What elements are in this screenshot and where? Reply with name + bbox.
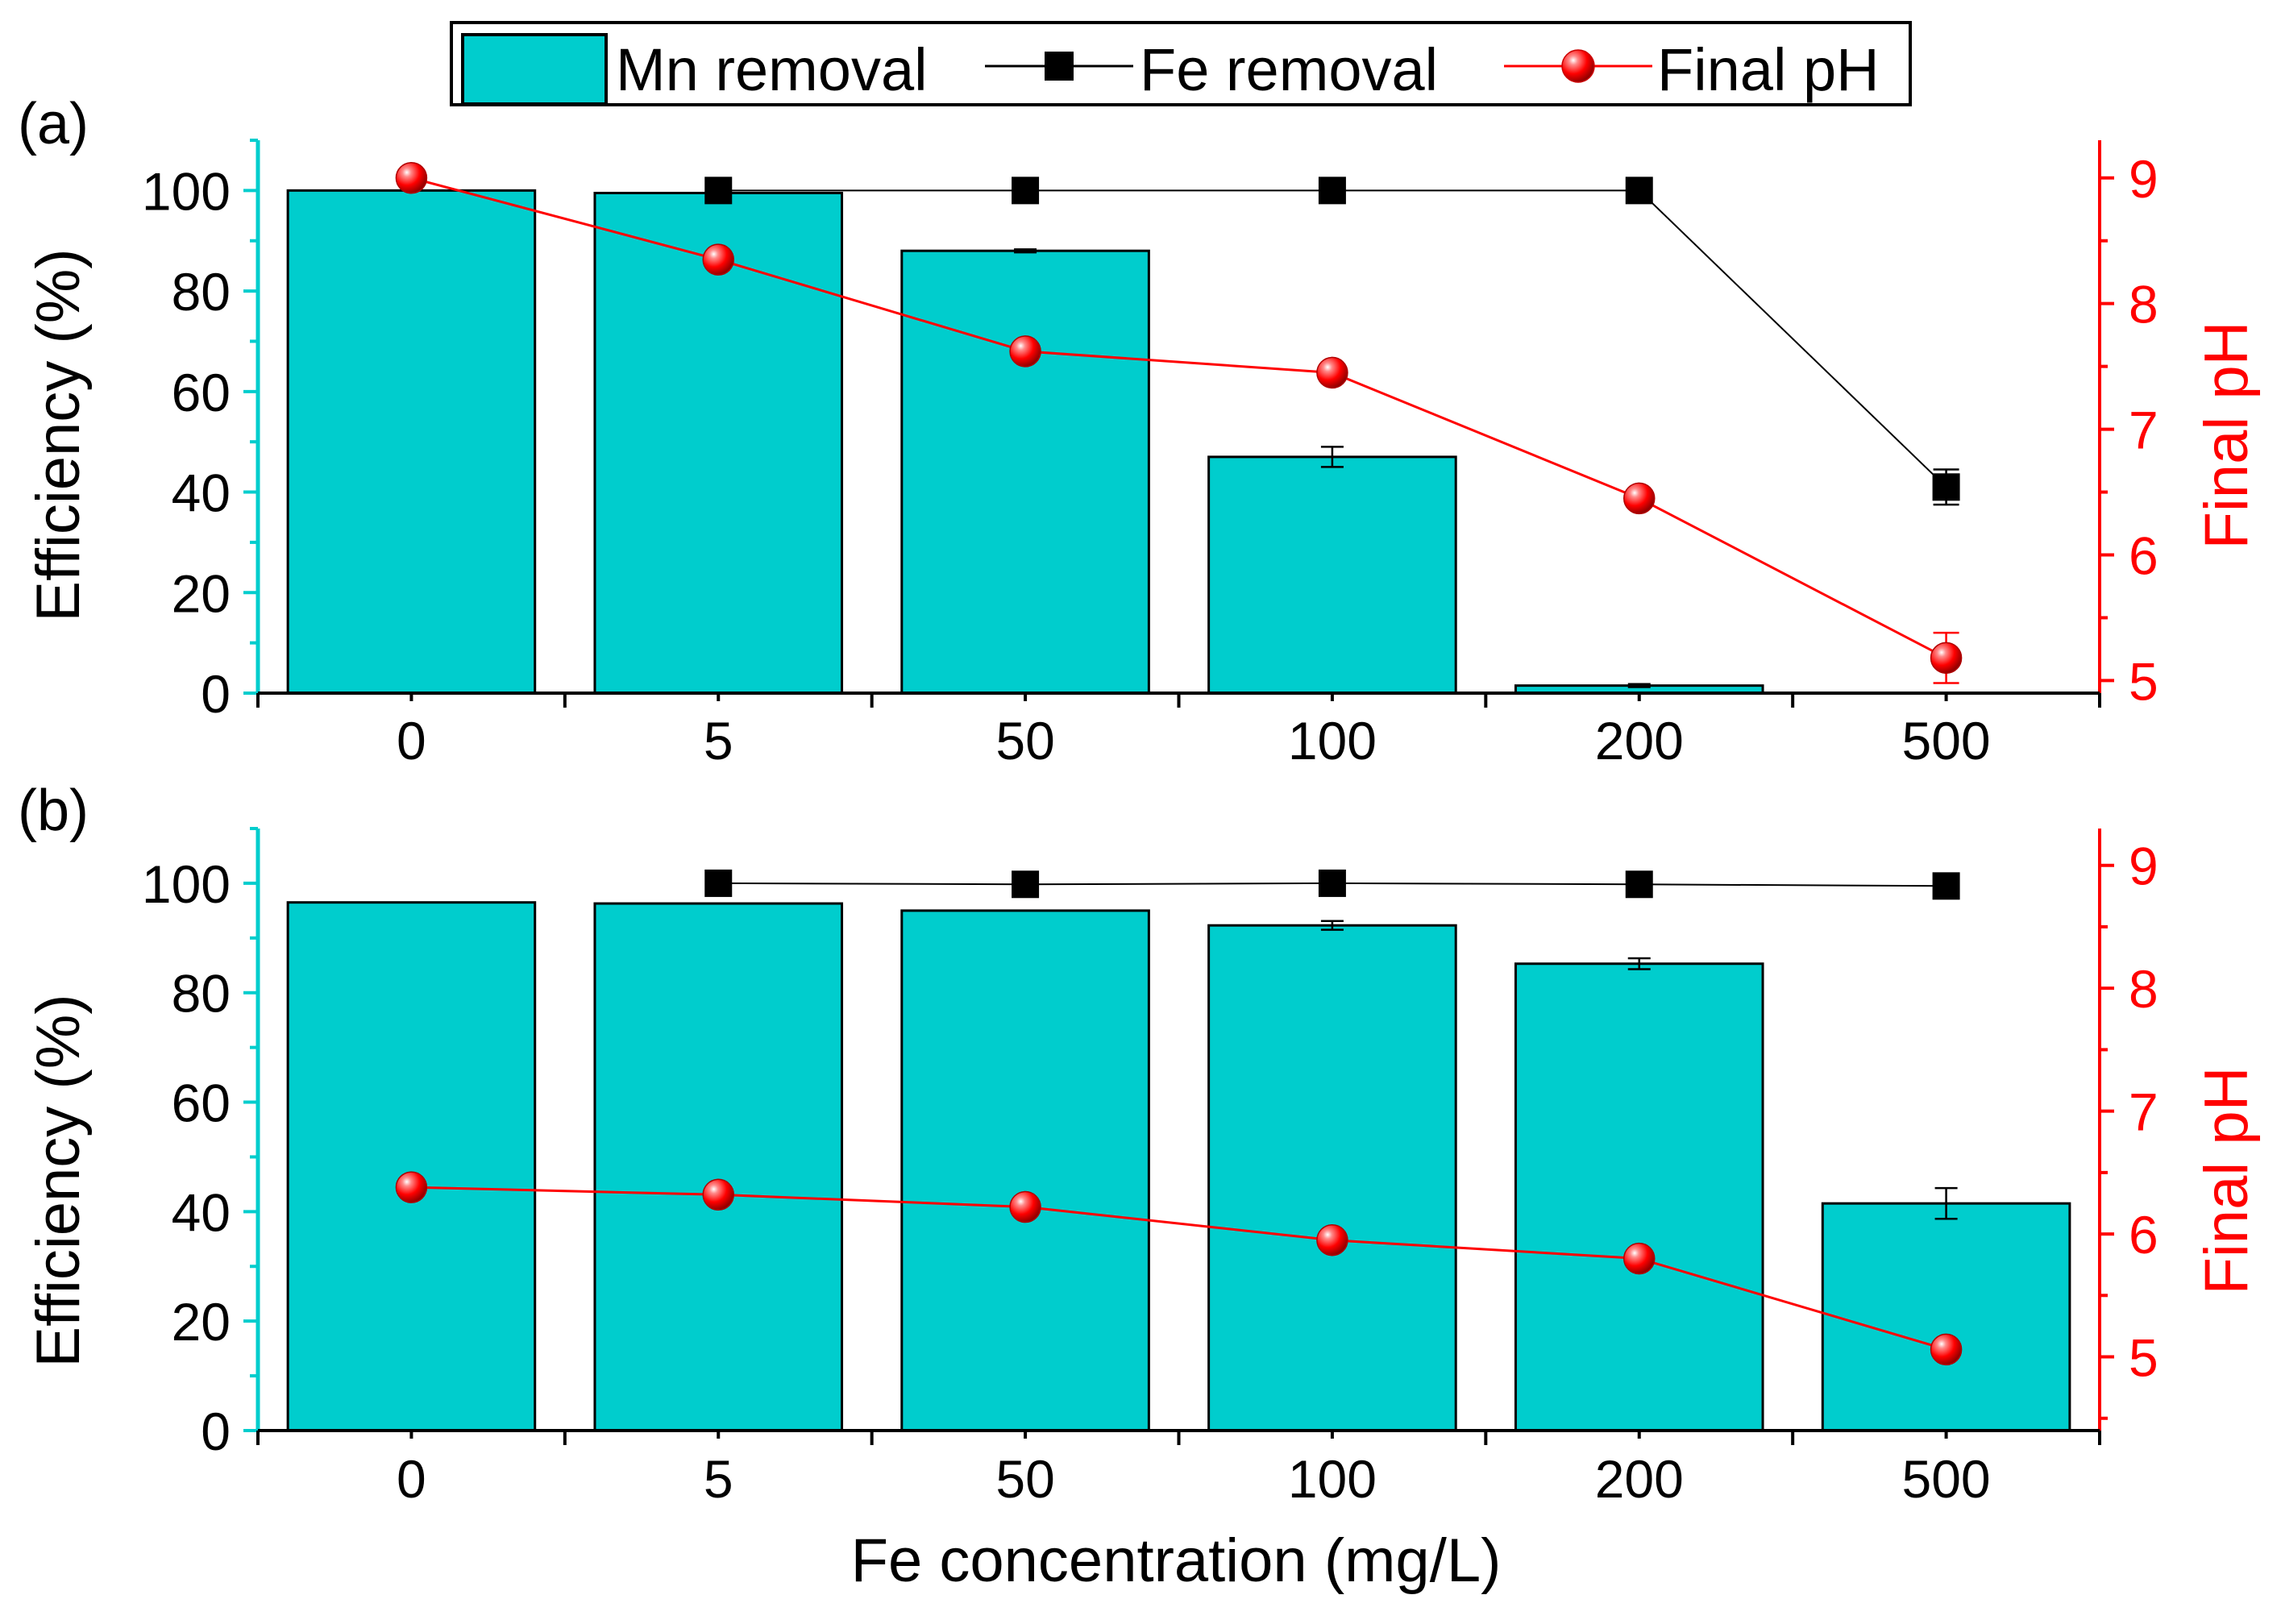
panel-b-y2tick-label: 6 [2129, 1205, 2158, 1265]
legend-mn-label: Mn removal [616, 36, 928, 103]
panel-b-y2tick-label: 9 [2129, 837, 2158, 896]
x-axis-title: Fe concentration (mg/L) [851, 1526, 1502, 1595]
panel-a-ytick-label: 40 [172, 463, 231, 523]
panel-b-y2tick-label: 8 [2129, 959, 2158, 1019]
panel-a-fe-point [704, 177, 733, 205]
panel-a-ph-point [1009, 335, 1041, 368]
panel-a-y2tick-label: 7 [2129, 401, 2158, 460]
panel-a-ytick-label: 80 [172, 262, 231, 322]
panel-b-ph-point [1623, 1242, 1656, 1275]
panel-a-ylabel: Efficiency (%) [24, 248, 93, 621]
panel-b-mn-bar [1207, 924, 1457, 1432]
panel-a-mn-bar [1207, 455, 1457, 695]
panel-a-y2label: Final pH [2192, 322, 2261, 550]
panel-b-fe-point [704, 869, 733, 897]
panel-a-xtick-label: 100 [1288, 711, 1377, 770]
panel-a-y2tick-label: 6 [2129, 526, 2158, 586]
panel-b-ph-point [702, 1178, 734, 1211]
panel-b-xtick-label: 5 [704, 1449, 733, 1509]
panel-b-xtick-label: 100 [1288, 1449, 1377, 1509]
panel-a-ph-point [702, 243, 734, 276]
panel-a-fe-point [1318, 177, 1346, 205]
panel-b-y2tick-label: 5 [2129, 1328, 2158, 1388]
panel-b-ytick-label: 0 [201, 1402, 231, 1461]
panel-b-ytick-label: 40 [172, 1182, 231, 1242]
panel-b-label: (b) [18, 779, 89, 843]
panel-a-mn-bar [900, 249, 1150, 695]
legend-fe-label: Fe removal [1140, 36, 1438, 103]
panel-b-fe-point [1625, 870, 1653, 899]
panel-b-fe-point [1932, 872, 1960, 900]
panel-a-ph-point [1623, 482, 1656, 515]
panel-a-xtick-label: 0 [397, 711, 426, 770]
panel-b-y2tick-label: 7 [2129, 1082, 2158, 1142]
panel-b-mn-bar [1821, 1202, 2071, 1432]
panel-b-xtick-label: 0 [397, 1449, 426, 1509]
panel-a-y2tick-label: 5 [2129, 651, 2158, 711]
panel-b-ph-line [411, 1186, 1947, 1351]
panel-a-ph-line [411, 177, 1947, 659]
panel-b-ph-point [395, 1171, 428, 1203]
panel-a-xtick-label: 5 [704, 711, 733, 770]
panel-b-mn-bar [593, 902, 844, 1432]
panel-b: (b) Efficiency (%) Final pH 020406080100… [18, 779, 2261, 1509]
panel-a-ytick-label: 20 [172, 563, 231, 623]
panel-a-ytick-label: 60 [172, 363, 231, 422]
panel-a-fe-point [1932, 473, 1960, 501]
legend-fe-marker [1045, 52, 1074, 81]
panel-b-mn-bar [900, 909, 1150, 1432]
panel-b-ytick-label: 60 [172, 1074, 231, 1133]
panel-b-ytick-label: 100 [142, 854, 231, 914]
panel-b-xtick-label: 200 [1595, 1449, 1684, 1509]
legend-ph-label: Final pH [1657, 36, 1880, 103]
panel-b-ytick-label: 20 [172, 1292, 231, 1352]
panel-a-ph-point [1316, 356, 1348, 389]
panel-b-ph-point [1009, 1190, 1041, 1223]
panel-b-ph-point [1316, 1223, 1348, 1256]
panel-b-mn-bar [286, 901, 537, 1432]
legend-ph-marker [1561, 49, 1595, 83]
panel-a-fe-point [1625, 177, 1653, 205]
panel-a-xtick-label: 200 [1595, 711, 1684, 770]
panel-b-ytick-label: 80 [172, 964, 231, 1024]
panel-a: (a) Efficiency (%) Final pH 020406080100… [18, 92, 2261, 770]
panel-b-xtick-label: 500 [1902, 1449, 1991, 1509]
panel-a-xtick-label: 50 [995, 711, 1054, 770]
legend-box [450, 21, 1912, 106]
panel-a-mn-bar [286, 189, 537, 695]
panel-a-ytick-label: 0 [201, 664, 231, 724]
panel-b-ph-point [1930, 1333, 1963, 1366]
panel-b-ylabel: Efficiency (%) [24, 994, 93, 1367]
panel-b-xtick-label: 50 [995, 1449, 1054, 1509]
panel-b-y2label: Final pH [2192, 1067, 2261, 1295]
panel-b-mn-bar [1514, 962, 1764, 1432]
panel-a-fe-point [1012, 177, 1040, 205]
panel-a-ph-point [395, 162, 428, 194]
panel-a-y2tick-label: 8 [2129, 275, 2158, 334]
panel-b-fe-point [1318, 869, 1346, 897]
panel-a-label: (a) [18, 92, 89, 156]
panel-a-xtick-label: 500 [1902, 711, 1991, 770]
panel-a-ph-point [1930, 642, 1963, 675]
panel-a-y2tick-label: 9 [2129, 149, 2158, 209]
legend-mn-swatch [461, 33, 608, 106]
legend: Mn removal Fe removal Final pH [450, 21, 1912, 106]
panel-a-ytick-label: 100 [142, 161, 231, 221]
panel-b-fe-point [1012, 870, 1040, 899]
